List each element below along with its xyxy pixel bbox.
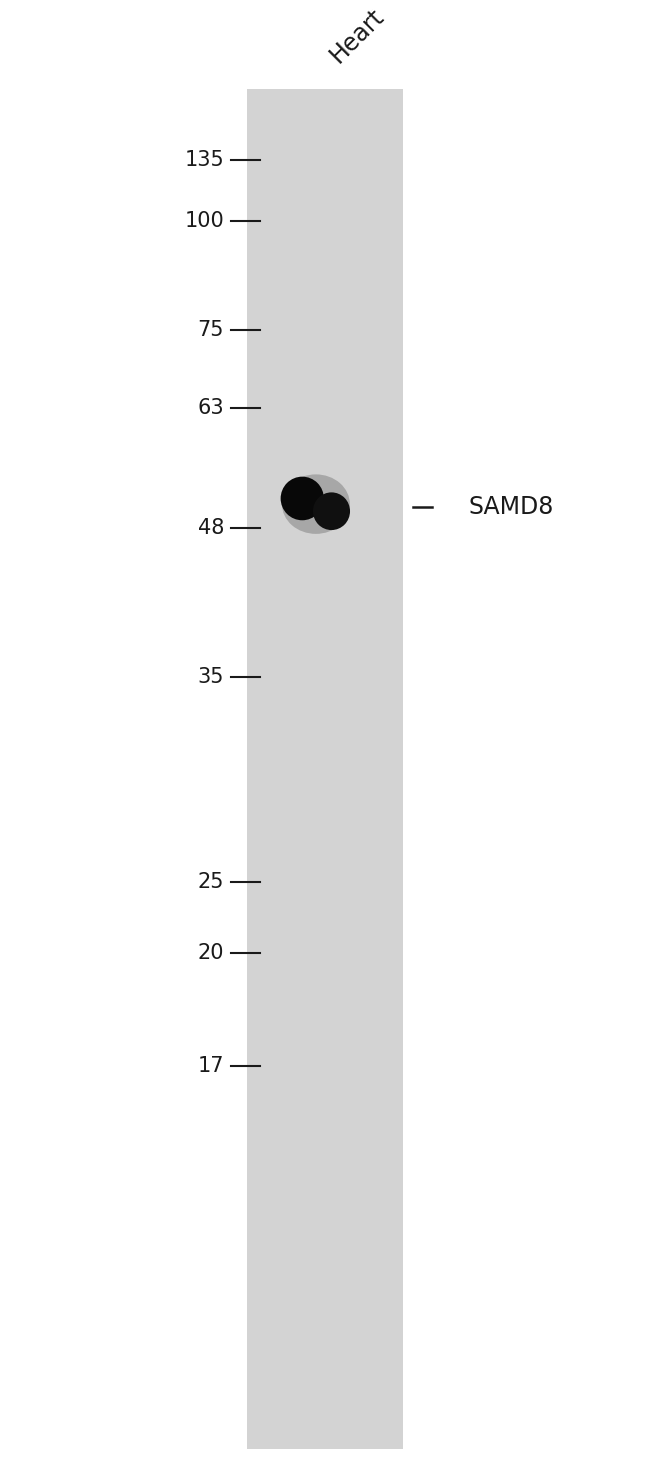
Text: 100: 100 [185,211,224,231]
Text: SAMD8: SAMD8 [468,494,553,519]
Text: 75: 75 [198,320,224,339]
Ellipse shape [281,477,324,521]
Text: Heart: Heart [325,4,389,67]
Text: 63: 63 [198,398,224,418]
Ellipse shape [313,493,350,530]
Text: 48: 48 [198,518,224,538]
Text: 35: 35 [198,667,224,688]
FancyBboxPatch shape [247,89,403,1448]
Text: 17: 17 [198,1056,224,1077]
Ellipse shape [282,474,350,534]
Text: 20: 20 [198,944,224,963]
Text: 25: 25 [198,872,224,892]
Text: 135: 135 [185,151,224,170]
